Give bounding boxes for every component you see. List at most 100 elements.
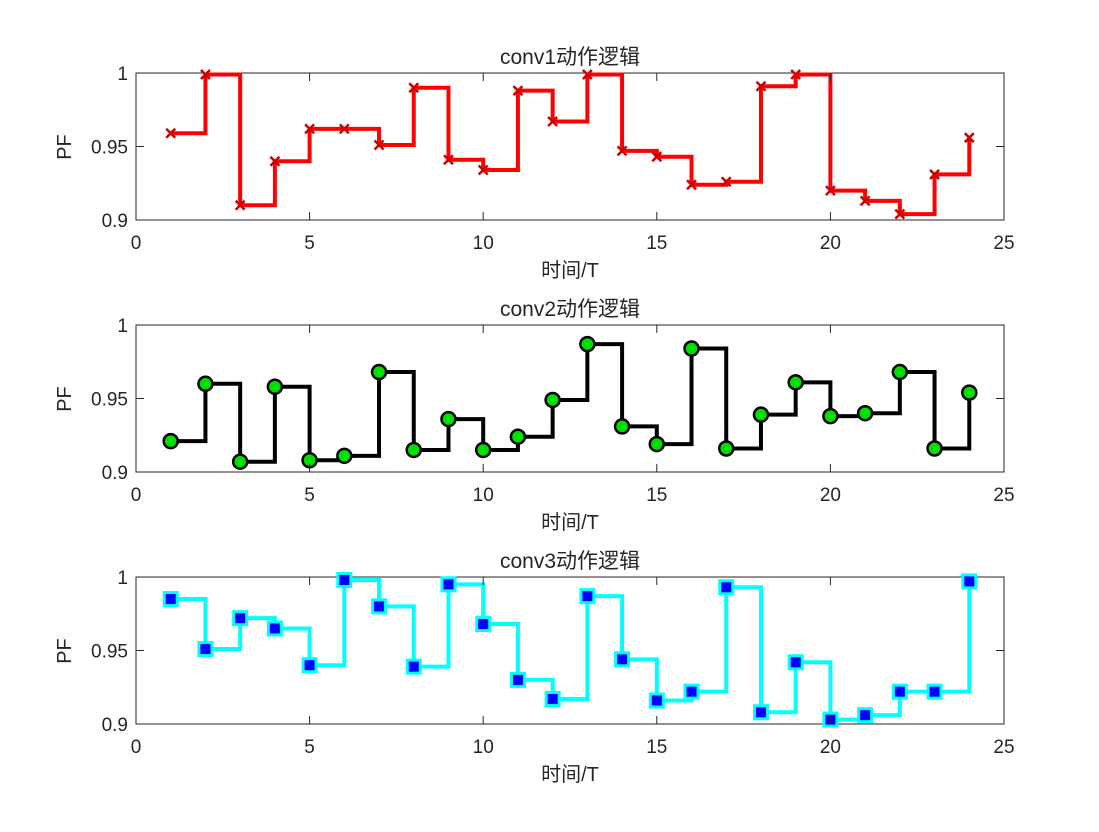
data-point	[197, 641, 214, 658]
y-axis-label-3: PF	[54, 638, 76, 664]
data-point	[162, 591, 179, 608]
ticks-layer-1: 0 5 10 15 20 25 0.9 0.95 1	[91, 64, 1015, 254]
subplot-2: 0 5 10 15 20 25 0.9 0.95 1 conv2动作逻辑 时间/T PF	[54, 298, 1015, 534]
x-tick-label: 10	[473, 485, 494, 506]
data-point	[405, 658, 422, 675]
data-point	[197, 375, 214, 393]
ticks-layer-3: 0 5 10 15 20 25 0.9 0.95 1	[91, 568, 1015, 758]
data-point	[579, 335, 596, 353]
data-point	[512, 85, 524, 97]
series-layer-3	[162, 571, 978, 728]
data-point	[891, 363, 909, 381]
data-point	[648, 435, 666, 453]
data-point	[613, 418, 631, 435]
x-tick-label: 20	[820, 737, 841, 758]
x-axis-label-3: 时间/T	[541, 763, 599, 786]
data-point	[336, 447, 353, 465]
data-point	[616, 145, 628, 157]
x-tick-label: 0	[131, 737, 142, 758]
x-tick-label: 10	[473, 737, 494, 758]
y-axis-label-2: PF	[54, 386, 76, 412]
data-point	[929, 169, 940, 180]
x-tick-label: 5	[304, 233, 315, 254]
y-tick-label: 0.9	[102, 211, 128, 232]
series-line	[170, 342, 972, 464]
data-point	[720, 176, 732, 188]
subplot-3: 0 5 10 15 20 25 0.9 0.95 1 conv3动作逻辑 时间/T PF	[54, 550, 1015, 786]
data-point	[162, 432, 179, 450]
data-point	[477, 164, 489, 176]
data-point	[891, 683, 908, 700]
x-tick-label: 0	[131, 485, 142, 506]
x-tick-label: 20	[820, 485, 841, 506]
data-point	[165, 127, 177, 139]
data-point	[509, 671, 526, 688]
y-tick-label: 1	[117, 64, 128, 85]
data-point	[440, 576, 457, 593]
data-point	[370, 363, 388, 381]
y-axis-label-1: PF	[54, 134, 76, 160]
x-tick-label: 10	[473, 233, 494, 254]
data-point	[859, 195, 871, 207]
y-tick-label: 1	[117, 568, 128, 589]
data-point	[338, 123, 350, 135]
data-point	[790, 69, 802, 80]
data-point	[579, 588, 596, 605]
y-tick-label: 0.95	[91, 642, 128, 663]
data-point	[752, 406, 770, 423]
data-point	[475, 616, 492, 633]
x-tick-label: 5	[304, 737, 315, 758]
data-point	[963, 132, 975, 144]
data-point	[686, 179, 697, 191]
data-point	[752, 704, 769, 721]
y-tick-label: 0.95	[91, 390, 128, 411]
data-point	[894, 208, 906, 220]
data-point	[825, 185, 836, 196]
ticks-layer-2: 0 5 10 15 20 25 0.9 0.95 1	[91, 316, 1015, 506]
y-tick-label: 0.9	[102, 463, 128, 484]
data-point	[718, 579, 735, 596]
data-point	[717, 440, 735, 457]
data-point	[266, 378, 284, 395]
data-point	[234, 199, 246, 211]
chart-title-3: conv3动作逻辑	[500, 550, 640, 573]
data-point	[651, 151, 663, 163]
data-point	[509, 428, 527, 445]
data-point	[547, 116, 559, 127]
data-point	[755, 80, 767, 92]
data-point	[266, 620, 283, 637]
data-point	[440, 410, 457, 428]
data-point	[961, 573, 978, 590]
data-point	[581, 69, 593, 80]
series-layer-2	[162, 335, 978, 470]
x-tick-label: 20	[820, 233, 841, 254]
y-tick-label: 0.9	[102, 715, 128, 736]
data-point	[474, 441, 492, 459]
data-point	[405, 441, 423, 459]
x-tick-label: 15	[646, 737, 667, 758]
data-point	[301, 657, 318, 674]
data-point	[232, 610, 249, 627]
chart-title-2: conv2动作逻辑	[500, 298, 640, 321]
data-point	[822, 407, 839, 425]
data-point	[856, 404, 874, 422]
x-tick-label: 5	[304, 485, 315, 506]
data-point	[926, 440, 943, 457]
data-point	[544, 391, 561, 409]
data-point	[961, 384, 978, 401]
data-point	[443, 154, 454, 166]
data-point	[336, 571, 353, 588]
x-tick-label: 0	[131, 233, 142, 254]
data-point	[373, 139, 385, 151]
x-axis-label-1: 时间/T	[541, 259, 599, 282]
data-point	[683, 340, 700, 357]
series-line	[170, 577, 972, 722]
axes-box-3	[135, 576, 1005, 725]
data-point	[304, 123, 315, 135]
data-point	[926, 683, 943, 700]
x-tick-label: 25	[993, 233, 1014, 254]
data-point	[614, 651, 631, 668]
data-point	[648, 692, 665, 709]
x-axis-label-2: 时间/T	[541, 511, 599, 534]
